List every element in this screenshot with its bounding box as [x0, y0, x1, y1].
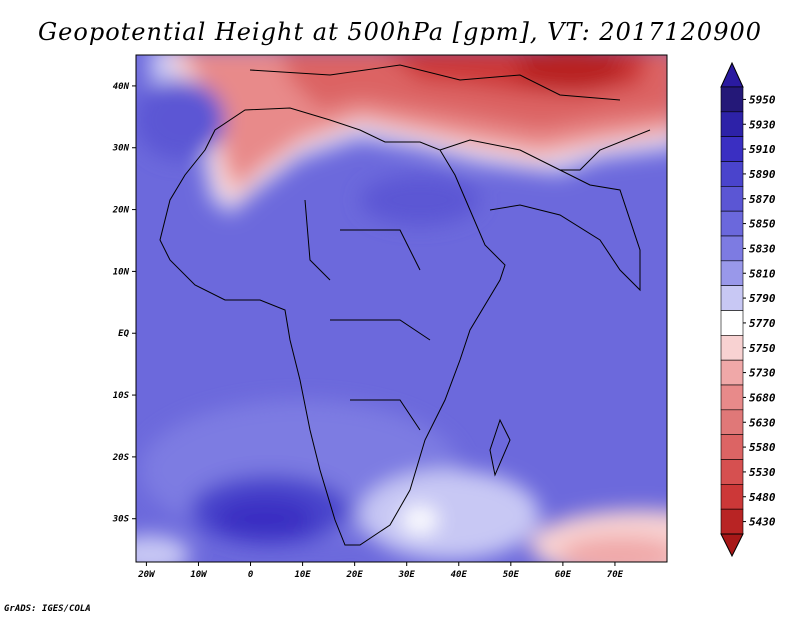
- map-frame: [135, 54, 668, 563]
- colorbar-label: 5770: [749, 317, 776, 330]
- colorbar-swatch: [720, 508, 744, 535]
- colorbar-swatch: [720, 335, 744, 361]
- lon-tick-label: 60E: [555, 570, 572, 580]
- colorbar-swatch: [720, 186, 744, 212]
- colorbar-swatch: [720, 235, 744, 262]
- lon-tick-label: 10E: [294, 570, 311, 580]
- colorbar-swatch: [720, 111, 744, 137]
- colorbar-swatch: [720, 260, 744, 286]
- colorbar-label: 5750: [749, 342, 776, 355]
- lat-tick-label: 40N: [113, 82, 130, 92]
- lat-tick-label: 10N: [113, 267, 130, 277]
- colorbar-label: 5430: [749, 516, 776, 529]
- colorbar-label: 5870: [749, 193, 776, 206]
- colorbar-swatch: [720, 459, 744, 485]
- lat-tick-label: 20S: [112, 453, 130, 463]
- colorbar-label: 5680: [749, 391, 776, 404]
- lat-tick-label: 20N: [112, 206, 130, 216]
- colorbar-label: 5850: [749, 218, 776, 231]
- height-field: [136, 55, 667, 562]
- colorbar-label: 5580: [749, 441, 776, 454]
- colorbar-swatch: [720, 484, 744, 510]
- colorbar: 5950 5930 5910 5890 5870 5850 5830 5810 5790 5770…: [720, 61, 776, 558]
- colorbar-swatch: [720, 161, 744, 187]
- lat-tick-label: 10S: [113, 391, 130, 401]
- map-title: Geopotential Height at 500hPa [gpm], VT:…: [38, 18, 762, 46]
- colorbar-swatch: [720, 86, 744, 113]
- colorbar-label: 5630: [749, 416, 776, 429]
- colorbar-label: 5830: [749, 242, 776, 255]
- lon-tick-label: 20E: [346, 570, 364, 580]
- colorbar-swatch: [720, 310, 744, 336]
- colorbar-label: 5910: [749, 143, 776, 156]
- lat-tick-label: 30S: [112, 515, 130, 525]
- colorbar-swatch: [720, 210, 744, 237]
- lon-tick-label: 20W: [137, 570, 156, 580]
- colorbar-label: 5950: [749, 93, 776, 106]
- colorbar-label: 5730: [749, 367, 776, 380]
- colorbar-bottom-arrow: [720, 533, 744, 558]
- colorbar-swatch: [720, 409, 744, 435]
- colorbar-label: 5810: [749, 267, 776, 280]
- colorbar-label: 5890: [749, 168, 776, 181]
- colorbar-label: 5480: [749, 491, 776, 504]
- lon-tick-label: 0: [248, 570, 254, 580]
- colorbar-swatch: [720, 384, 744, 411]
- lon-tick-label: 40E: [451, 570, 468, 580]
- grads-credit: GrADS: IGES/COLA: [4, 604, 91, 614]
- colorbar-swatch: [720, 285, 744, 311]
- colorbar-swatch: [720, 359, 744, 386]
- axis-ticks: 20W 10W 0 10E 20E 30E 40E 50E 60E 70E 40N 30N 20N 10N…: [112, 82, 624, 580]
- colorbar-label: 5790: [749, 292, 776, 305]
- lon-tick-label: 10W: [190, 570, 208, 580]
- colorbar-label: 5930: [749, 118, 776, 131]
- coastlines: [159, 64, 651, 546]
- colorbar-swatch: [720, 434, 744, 460]
- lat-tick-label: 30N: [112, 144, 130, 154]
- lon-tick-label: 50E: [503, 570, 520, 580]
- lon-tick-label: 70E: [607, 570, 624, 580]
- lon-tick-label: 30E: [398, 570, 416, 580]
- colorbar-swatch: [720, 136, 744, 162]
- lat-tick-label: EQ: [118, 329, 129, 339]
- colorbar-top-arrow: [720, 61, 744, 88]
- colorbar-label: 5530: [749, 466, 776, 479]
